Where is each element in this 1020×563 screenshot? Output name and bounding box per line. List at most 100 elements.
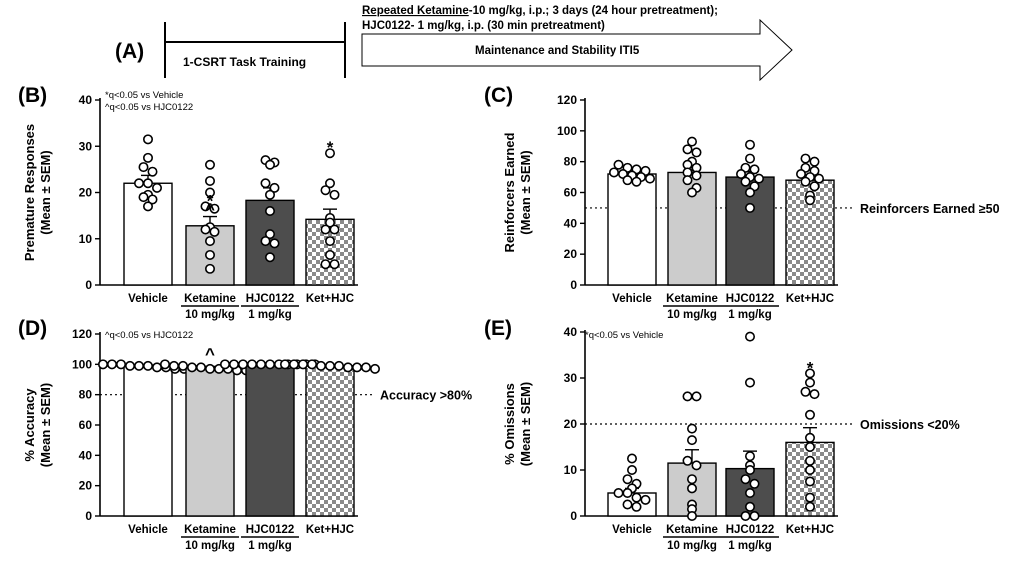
y-tick-label: 40 <box>79 448 93 462</box>
significance-legend: ^q<0.05 vs HJC0122 <box>105 102 193 113</box>
data-point <box>608 167 619 178</box>
chart-panel-3: (D) 0 20 40 60 80 100 120 % Accuracy (Mean ± SEM)… <box>18 317 472 552</box>
y-tick-label: 100 <box>72 357 92 371</box>
threshold-label: Accuracy >80% <box>380 389 472 403</box>
data-point <box>691 147 702 158</box>
data-point <box>622 175 633 186</box>
data-point <box>320 224 331 235</box>
data-point <box>264 252 275 263</box>
data-point <box>360 362 371 373</box>
treatment-line-1: Repeated Ketamine-10 mg/kg, i.p.; 3 days… <box>362 5 718 17</box>
data-point <box>749 510 760 521</box>
data-point <box>200 201 211 212</box>
data-point <box>324 236 335 247</box>
data-point <box>288 359 299 370</box>
asterisk-marker: * <box>807 358 814 377</box>
data-point <box>800 153 811 164</box>
maintenance-arrow <box>361 18 793 82</box>
data-point <box>744 464 755 475</box>
data-point <box>269 182 280 193</box>
x-category-label: Vehicle <box>612 293 652 305</box>
data-point <box>753 173 764 184</box>
data-point <box>804 377 815 388</box>
data-point <box>613 487 624 498</box>
data-point <box>804 492 815 503</box>
x-category-label: HJC0122 <box>726 524 775 536</box>
asterisk-marker: * <box>207 192 214 211</box>
y-tick-label: 30 <box>79 139 93 153</box>
data-point <box>740 510 751 521</box>
data-point <box>160 359 171 370</box>
data-point <box>107 359 118 370</box>
y-tick-label: 80 <box>79 388 93 402</box>
data-point <box>138 192 149 203</box>
data-point <box>744 202 755 213</box>
data-point <box>264 159 275 170</box>
data-point <box>804 409 815 420</box>
data-point <box>744 501 755 512</box>
data-point <box>809 389 820 400</box>
data-point <box>98 359 109 370</box>
y-tick-label: 120 <box>72 327 92 341</box>
x-category-label: Ketamine <box>666 524 718 536</box>
panel-letter: (B) <box>18 84 47 107</box>
data-point <box>800 176 811 187</box>
data-point <box>264 359 275 370</box>
caret-marker: ^ <box>205 200 215 219</box>
y-tick-label: 60 <box>564 186 578 200</box>
x-category-label: Ket+HJC <box>306 293 354 305</box>
data-point <box>324 360 335 371</box>
data-point <box>315 360 326 371</box>
data-point <box>297 359 308 370</box>
data-point <box>260 178 271 189</box>
y-axis-label-line1: Reinforcers Earned <box>502 132 517 252</box>
data-point <box>134 178 145 189</box>
data-point <box>744 451 755 462</box>
data-point <box>116 359 127 370</box>
data-point <box>205 263 216 274</box>
data-point <box>804 455 815 466</box>
data-point <box>744 187 755 198</box>
data-point <box>686 483 697 494</box>
data-point <box>613 159 624 170</box>
dose-label: 10 mg/kg <box>667 540 717 552</box>
threshold-label: Omissions <20% <box>860 418 960 432</box>
data-point <box>138 162 149 173</box>
data-point <box>686 423 697 434</box>
x-category-label: Ket+HJC <box>786 293 834 305</box>
y-tick-label: 40 <box>79 93 93 107</box>
bar-ket-hjc <box>305 365 355 517</box>
chart-panel-1: (B) 0 10 20 30 40 Premature Responses (Mean ± S… <box>18 84 358 321</box>
data-point <box>631 492 642 503</box>
data-point <box>255 359 266 370</box>
data-point <box>809 181 820 192</box>
dose-label: 10 mg/kg <box>185 540 235 552</box>
significance-legend: ^q<0.05 vs HJC0122 <box>105 330 193 341</box>
data-point <box>622 487 633 498</box>
data-point <box>143 152 154 163</box>
y-tick-label: 100 <box>557 124 577 138</box>
y-tick-label: 120 <box>557 93 577 107</box>
y-axis-label-line2: (Mean ± SEM) <box>38 383 53 467</box>
data-point <box>622 474 633 485</box>
data-point <box>626 464 637 475</box>
data-point <box>804 441 815 452</box>
data-point <box>804 464 815 475</box>
y-tick-label: 20 <box>79 479 93 493</box>
treatment-drug-dose: -10 mg/kg, i.p.; 3 days (24 hour pretrea… <box>469 5 718 17</box>
data-point <box>205 363 216 374</box>
data-point <box>279 359 290 370</box>
data-point <box>205 249 216 260</box>
data-point <box>143 178 154 189</box>
y-axis-label-line1: % Omissions <box>502 383 517 465</box>
data-point <box>229 359 240 370</box>
data-point <box>744 377 755 388</box>
panel-a-timeline: (A) 1-CSRT Task Training Maintenance and… <box>115 5 793 82</box>
data-point <box>187 362 198 373</box>
y-axis-label-line2: (Mean ± SEM) <box>38 150 53 234</box>
data-point <box>686 474 697 485</box>
y-tick-label: 40 <box>564 325 578 339</box>
data-point <box>622 499 633 510</box>
dose-label: 1 mg/kg <box>728 309 771 321</box>
